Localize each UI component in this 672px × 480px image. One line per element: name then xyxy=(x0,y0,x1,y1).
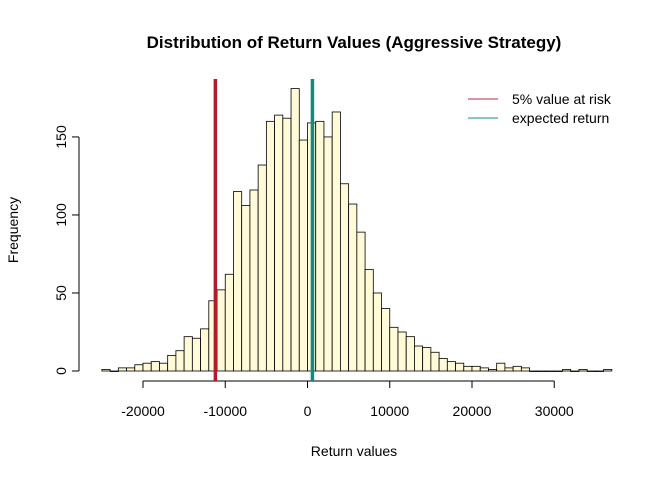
histogram-bar xyxy=(233,191,243,372)
histogram-bar xyxy=(356,231,366,372)
histogram-bar xyxy=(257,164,267,372)
histogram-bar xyxy=(496,362,506,372)
y-tick-label: 100 xyxy=(53,203,69,227)
y-tick-label: 0 xyxy=(53,367,69,375)
histogram-bar xyxy=(117,367,127,372)
x-tick-label: -10000 xyxy=(203,403,247,419)
histogram-bar xyxy=(175,350,185,372)
histogram-bar xyxy=(282,117,292,372)
x-axis-label: Return values xyxy=(311,443,397,459)
histogram-bar xyxy=(298,139,308,372)
y-tick-label: 150 xyxy=(53,125,69,149)
histogram-bar xyxy=(570,370,580,372)
histogram-bar xyxy=(381,308,391,372)
histogram-bar xyxy=(167,354,177,372)
histogram-bars xyxy=(101,88,613,372)
histogram-bar xyxy=(339,183,350,372)
histogram-bar xyxy=(216,289,226,372)
histogram-bar xyxy=(200,328,210,372)
x-tick-label: 10000 xyxy=(370,403,409,419)
histogram-bar xyxy=(101,369,111,372)
histogram-bar xyxy=(397,331,407,372)
histogram-bar xyxy=(224,273,234,372)
histogram-bar xyxy=(109,370,119,372)
histogram-bar xyxy=(290,88,300,372)
histogram-bar xyxy=(315,120,325,372)
histogram-bar xyxy=(430,351,440,372)
histogram-bar xyxy=(438,358,448,372)
histogram-bar xyxy=(520,367,530,372)
histogram-bar xyxy=(331,111,341,372)
histogram-bar xyxy=(126,367,136,372)
x-axis: -20000 -10000 0 10000 20000 30000 xyxy=(121,380,574,419)
histogram-bar xyxy=(191,337,201,372)
x-tick-label: 20000 xyxy=(453,403,492,419)
histogram-bar xyxy=(414,345,424,372)
histogram-bar xyxy=(471,365,481,372)
histogram-bar xyxy=(241,205,251,372)
histogram-bar xyxy=(323,136,333,372)
histogram-bar xyxy=(183,336,193,372)
histogram-bar xyxy=(479,367,489,372)
histogram-bar xyxy=(274,114,284,372)
histogram-bar xyxy=(249,189,259,372)
reference-lines xyxy=(213,79,315,381)
chart-title: Distribution of Return Values (Aggressiv… xyxy=(147,33,562,52)
histogram-bar xyxy=(603,369,613,372)
legend: 5% value at risk expected return xyxy=(468,91,612,126)
histogram-bar xyxy=(562,369,572,372)
histogram-bar xyxy=(455,362,465,372)
histogram-bar xyxy=(594,370,604,372)
histogram-bar xyxy=(446,361,456,372)
histogram-bar xyxy=(488,369,498,372)
x-tick-label: 30000 xyxy=(535,403,574,419)
histogram-bar xyxy=(422,347,432,372)
histogram-bar xyxy=(553,370,563,372)
x-tick-label: -20000 xyxy=(121,403,165,419)
histogram-bar xyxy=(348,203,358,372)
histogram-bar xyxy=(537,370,547,372)
x-tick-label: 0 xyxy=(304,403,312,419)
legend-label-value-at-risk: 5% value at risk xyxy=(512,91,612,107)
histogram-bar xyxy=(578,369,588,372)
histogram-bar xyxy=(405,336,415,372)
histogram-bar xyxy=(512,365,522,372)
histogram-bar xyxy=(545,370,555,372)
histogram-bar xyxy=(364,269,374,372)
histogram-bar xyxy=(134,364,144,372)
histogram-bar xyxy=(463,365,473,372)
histogram-bar xyxy=(389,326,399,372)
y-axis: 0 50 100 150 xyxy=(53,125,80,375)
histogram-bar xyxy=(529,370,539,372)
y-tick-label: 50 xyxy=(53,285,69,301)
histogram-bar xyxy=(586,370,596,372)
histogram-bar xyxy=(142,362,152,372)
histogram-bar xyxy=(150,361,160,372)
legend-label-expected-return: expected return xyxy=(512,110,609,126)
histogram-bar xyxy=(159,362,169,372)
histogram-bar xyxy=(265,120,276,372)
y-axis-label: Frequency xyxy=(5,197,21,263)
histogram-bar xyxy=(372,292,382,372)
histogram-bar xyxy=(504,367,514,372)
